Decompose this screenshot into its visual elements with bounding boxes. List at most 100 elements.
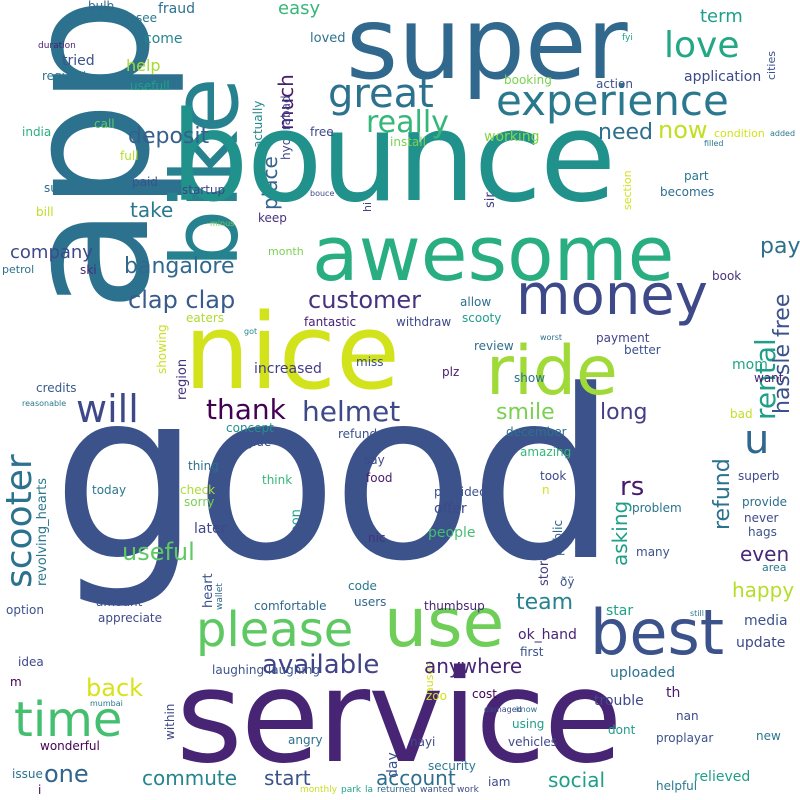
word: helmet: [302, 395, 401, 428]
word: u: [744, 417, 770, 463]
word: deposit: [128, 124, 210, 149]
word: dont: [608, 723, 636, 737]
word: scooty: [462, 311, 502, 325]
word: sorry: [184, 495, 215, 509]
word: provide: [742, 495, 788, 509]
word: people: [428, 525, 476, 541]
word: first: [520, 645, 544, 659]
word: asking: [608, 500, 632, 566]
word: working: [484, 129, 540, 145]
word: bangalore: [124, 254, 235, 279]
word: check: [180, 483, 216, 497]
word: thing: [188, 459, 219, 473]
word: account: [376, 766, 456, 790]
word: superb: [738, 469, 780, 483]
word: reasonable: [22, 399, 67, 408]
word: long: [600, 400, 648, 425]
word: section: [621, 170, 634, 210]
word: fraud: [158, 1, 196, 17]
word: ðÿ: [560, 575, 575, 589]
word: bad: [730, 407, 753, 421]
word: food: [366, 471, 393, 485]
word: one: [44, 760, 89, 788]
word: call: [94, 117, 115, 131]
word: revolving_hearts: [35, 477, 50, 586]
word: plz: [442, 365, 460, 379]
word: la: [365, 785, 374, 795]
word: tried: [62, 53, 95, 69]
word: action: [596, 77, 633, 91]
word: see: [136, 11, 158, 25]
word: paid: [132, 175, 158, 189]
word: payment: [596, 331, 650, 345]
word: proplayar: [656, 731, 714, 745]
word: social: [548, 768, 606, 792]
word: want: [754, 371, 784, 385]
word: angry: [288, 733, 323, 747]
word: agide: [238, 435, 272, 449]
word: users: [354, 595, 387, 609]
word: scooter: [0, 454, 40, 588]
word: better: [624, 343, 661, 357]
word: support: [44, 181, 91, 195]
word: keep: [258, 211, 287, 225]
word: company: [10, 242, 93, 263]
word: hassle free: [770, 293, 795, 414]
word: know: [516, 705, 538, 714]
word: took: [540, 469, 567, 483]
word: start: [264, 766, 311, 790]
word: commute: [142, 766, 238, 790]
word: term: [700, 6, 743, 27]
word: petrol: [2, 263, 35, 276]
word: install: [390, 135, 426, 149]
word: added: [770, 129, 796, 138]
word: nayi: [410, 735, 436, 749]
word: provided: [434, 485, 487, 499]
word: mumbai: [90, 699, 123, 708]
word: comfortable: [254, 599, 327, 613]
word: request: [42, 69, 88, 83]
word: clap clap: [128, 286, 236, 314]
word: good: [52, 341, 617, 613]
word: bounce: [170, 86, 616, 230]
word: many: [636, 545, 670, 559]
word: full: [120, 149, 139, 163]
word: use: [384, 584, 505, 663]
word: even: [740, 542, 790, 566]
word: startup: [182, 183, 226, 197]
word: work: [457, 785, 479, 795]
word: usefull: [130, 79, 170, 93]
word: m: [10, 675, 22, 689]
word: come: [144, 31, 183, 47]
word: help: [126, 56, 161, 75]
word: option: [6, 603, 44, 617]
word: nice: [184, 291, 400, 413]
word: ski: [80, 263, 97, 277]
word: update: [736, 635, 786, 651]
word: within: [163, 703, 177, 740]
word: security: [428, 759, 476, 773]
word: appreciate: [98, 611, 163, 625]
word: code: [348, 579, 377, 593]
word: increased: [254, 361, 322, 377]
word: concept: [226, 421, 274, 435]
word: anywhere: [424, 654, 523, 678]
word: awesome: [312, 209, 675, 298]
word: india: [22, 125, 52, 139]
word: month: [268, 245, 304, 258]
word: area: [762, 561, 787, 574]
word: idea: [18, 655, 44, 669]
word: part: [684, 169, 709, 183]
word: useful: [122, 538, 195, 566]
word: returned: [377, 785, 416, 795]
word: th: [666, 685, 681, 701]
word: need: [598, 120, 653, 145]
word: eaters: [186, 311, 225, 325]
word: filled: [704, 139, 724, 148]
word: helpful: [656, 779, 698, 793]
word: iam: [488, 775, 511, 789]
word: mom: [732, 357, 768, 373]
word: allow: [460, 295, 492, 309]
word: please: [196, 602, 354, 658]
word: offer: [434, 501, 467, 517]
